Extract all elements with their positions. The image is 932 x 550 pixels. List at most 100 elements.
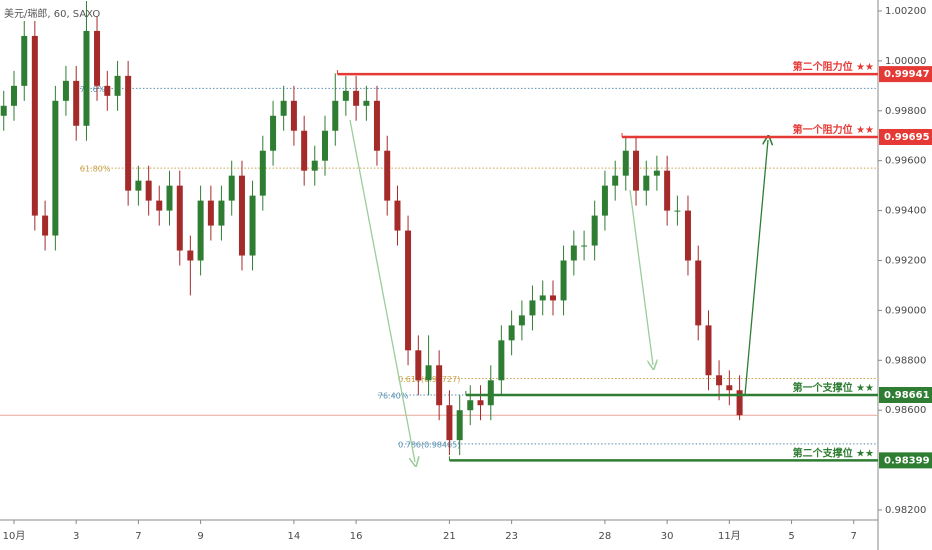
candle-body [643,175,650,191]
candle-body [322,130,329,161]
price-label: 0.99947 [884,69,930,80]
candle-body [52,100,59,236]
candle-body [518,315,525,326]
candle-body [73,80,80,126]
level-label: 第一个支撑位 ★★ [793,381,874,394]
candle-body [21,35,28,86]
candle-body [301,130,308,171]
candle-body [62,80,69,101]
fib-label: 0.786(0.98465) [398,440,460,449]
candle-body [736,390,743,416]
price-label: 0.99695 [884,132,930,143]
x-tick-label: 10月 [3,530,26,542]
level-label: 第二个阻力位 ★★ [793,60,874,73]
candle-body [94,30,101,86]
fib-label: 61.80% [80,165,111,174]
candle-body [653,170,660,176]
y-tick-label: 1.00200 [885,6,926,17]
y-tick-label: 0.98200 [885,505,926,516]
candle-body [0,105,7,116]
candle-body [311,160,318,171]
x-tick-label: 7 [135,531,141,542]
candle-body [280,100,287,116]
candle-body [560,260,567,301]
candle-body [695,260,702,326]
candle-body [508,325,515,341]
candle-body [425,365,432,381]
candle-body [290,100,297,131]
x-tick-label: 28 [599,531,612,542]
fib-label: 78.6% [80,85,106,94]
candle-body [394,200,401,231]
candle-body [218,200,225,226]
y-tick-label: 1.00000 [885,56,926,67]
candle-body [42,215,49,236]
candle-body [197,200,204,261]
candle-body [166,185,173,211]
x-tick-label: 3 [73,531,79,542]
candle-body [591,215,598,246]
candle-body [664,170,671,211]
candle-body [125,75,132,191]
candle-body [601,185,608,216]
x-tick-label: 11月 [718,530,741,542]
candle-body [549,295,556,301]
candle-body [487,380,494,406]
y-tick-label: 0.99600 [885,156,926,167]
x-tick-label: 16 [350,531,363,542]
x-tick-label: 30 [661,531,674,542]
candle-body [10,85,17,106]
candle-body [415,350,422,381]
x-tick-label: 23 [505,531,518,542]
candle-body [477,400,484,406]
price-label: 0.98661 [884,390,930,401]
arrow [629,189,653,365]
fib-label: 76.40% [378,391,409,400]
price-box [879,66,932,83]
y-tick-label: 0.99800 [885,106,926,117]
candle-body [259,150,266,196]
candle-body [363,100,370,106]
candle-body [446,405,453,441]
candle-body [373,100,380,151]
candle-body [705,325,712,376]
candle-body [384,150,391,201]
candle-body [633,150,640,191]
x-tick-label: 21 [443,531,456,542]
candle-body [156,200,163,211]
arrow [349,119,415,462]
candle-body [498,340,505,381]
x-tick-label: 9 [197,531,203,542]
x-tick-label: 5 [788,531,794,542]
candle-body [581,245,588,247]
candle-body [31,35,38,216]
price-label: 0.98399 [884,455,930,466]
price-box [879,386,932,403]
y-tick-label: 0.98800 [885,355,926,366]
candle-body [114,75,121,96]
candle-body [612,175,619,186]
chart-title: 美元/瑞郎, 60, SAXO [4,7,100,20]
arrow [744,140,768,396]
x-tick-label: 7 [851,531,857,542]
price-box [879,452,932,469]
candle-body [570,245,577,261]
x-tick-label: 14 [288,531,301,542]
candle-body [529,300,536,316]
candle-body [539,295,546,301]
candle-body [249,195,256,256]
candle-body [83,30,90,126]
candle-body [716,375,723,386]
candle-body [270,115,277,151]
candle-body [684,210,691,261]
y-tick-label: 0.99000 [885,305,926,316]
candle-body [228,175,235,201]
y-tick-label: 0.99400 [885,206,926,217]
price-box [879,128,932,145]
candle-body [238,175,245,256]
candle-body [353,90,360,106]
candle-body [405,230,412,351]
level-label: 第一个阻力位 ★★ [793,123,874,136]
